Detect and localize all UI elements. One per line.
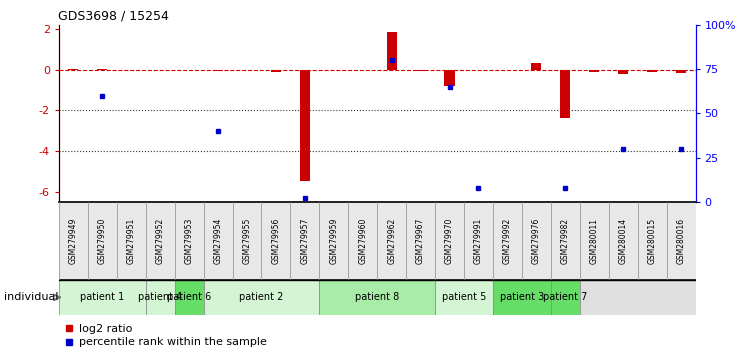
Text: GSM279957: GSM279957	[300, 217, 309, 264]
Text: GSM279959: GSM279959	[329, 217, 339, 264]
Text: patient 7: patient 7	[543, 292, 587, 302]
Text: GSM279952: GSM279952	[155, 218, 165, 264]
Text: GSM279956: GSM279956	[272, 217, 280, 264]
Bar	[300, 69, 310, 182]
Bar	[59, 280, 146, 315]
Text: patient 2: patient 2	[239, 292, 283, 302]
Text: GSM279949: GSM279949	[69, 217, 78, 264]
Bar	[146, 280, 174, 315]
Bar	[560, 69, 570, 118]
Bar	[531, 63, 542, 69]
Text: GSM279982: GSM279982	[561, 218, 570, 264]
Bar	[271, 69, 281, 72]
Bar	[551, 280, 580, 315]
Bar	[174, 280, 204, 315]
Bar	[676, 69, 686, 73]
Text: patient 6: patient 6	[167, 292, 211, 302]
Text: GSM280011: GSM280011	[590, 218, 599, 264]
Text: patient 4: patient 4	[138, 292, 183, 302]
Text: GSM280016: GSM280016	[676, 218, 685, 264]
Text: GSM279954: GSM279954	[213, 217, 222, 264]
Text: GSM279962: GSM279962	[387, 218, 396, 264]
Text: GSM279976: GSM279976	[532, 217, 541, 264]
Text: GSM279991: GSM279991	[474, 218, 483, 264]
Bar	[647, 69, 657, 72]
Bar	[386, 32, 397, 69]
Bar	[319, 280, 435, 315]
Text: GSM280015: GSM280015	[648, 218, 657, 264]
Text: GSM279967: GSM279967	[416, 217, 425, 264]
Text: GSM279970: GSM279970	[445, 217, 454, 264]
Bar	[590, 69, 599, 72]
Text: patient 8: patient 8	[355, 292, 400, 302]
Bar	[204, 280, 319, 315]
Text: GDS3698 / 15254: GDS3698 / 15254	[58, 9, 169, 22]
Text: GSM279992: GSM279992	[503, 218, 512, 264]
Text: GSM279951: GSM279951	[127, 218, 135, 264]
Text: patient 1: patient 1	[80, 292, 124, 302]
Bar	[435, 280, 493, 315]
Legend: log2 ratio, percentile rank within the sample: log2 ratio, percentile rank within the s…	[65, 324, 266, 348]
Bar	[213, 69, 223, 70]
Text: individual: individual	[4, 292, 58, 302]
Text: GSM279950: GSM279950	[98, 217, 107, 264]
Bar	[416, 69, 425, 70]
Text: GSM279953: GSM279953	[185, 217, 194, 264]
Text: GSM279955: GSM279955	[242, 217, 252, 264]
Text: GSM279960: GSM279960	[358, 217, 367, 264]
Text: GSM280014: GSM280014	[619, 218, 628, 264]
Bar	[618, 69, 629, 74]
Bar	[493, 280, 551, 315]
Text: patient 5: patient 5	[442, 292, 486, 302]
Bar	[445, 69, 455, 86]
Text: patient 3: patient 3	[500, 292, 544, 302]
